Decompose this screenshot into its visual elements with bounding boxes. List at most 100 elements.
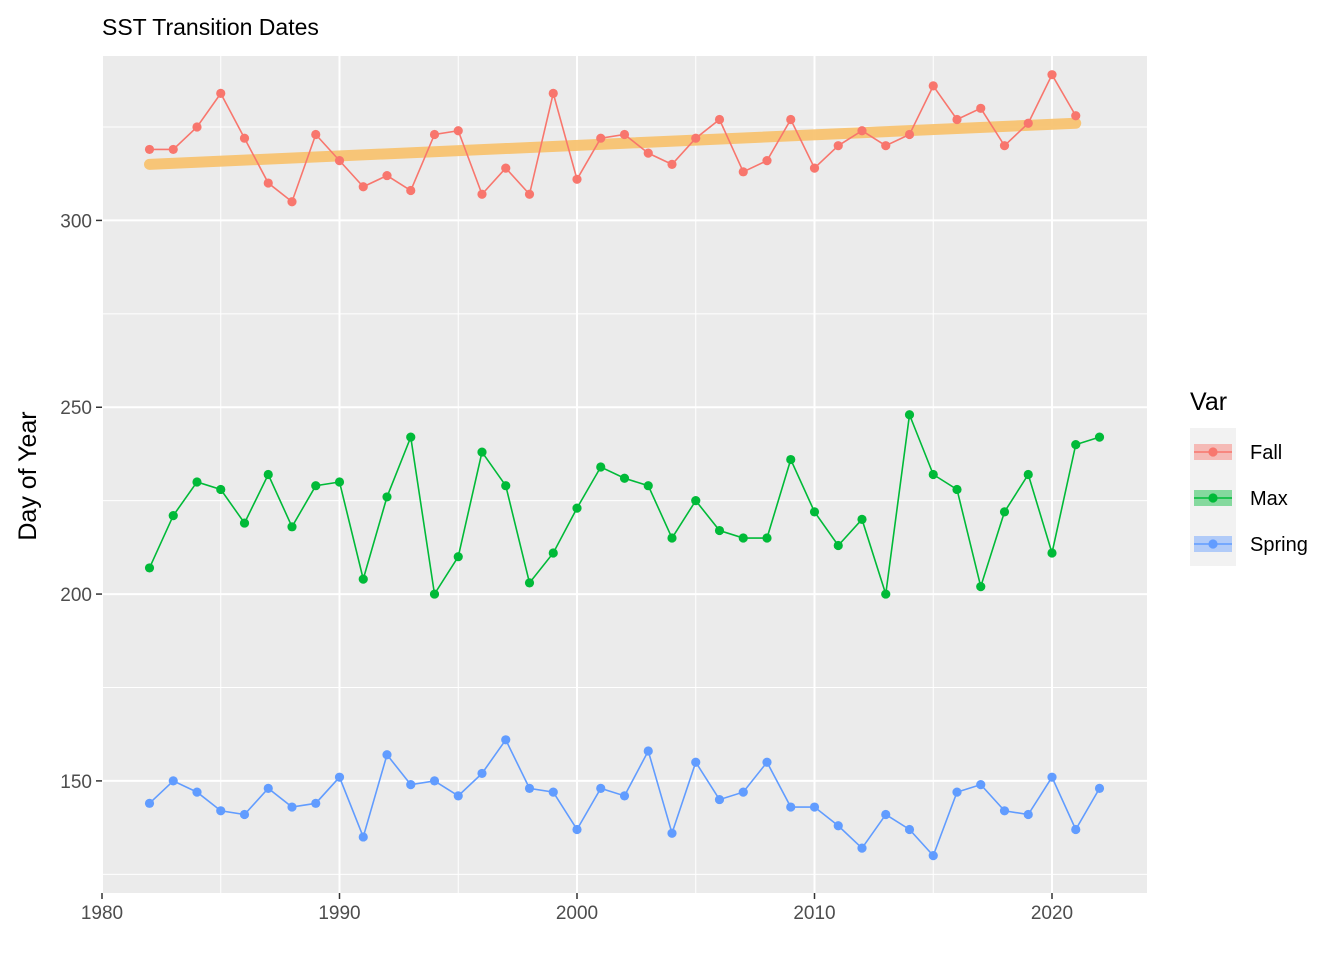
data-point (596, 783, 606, 793)
data-point (667, 159, 677, 169)
data-point (311, 481, 321, 491)
data-point (239, 809, 250, 820)
data-point (833, 540, 843, 551)
data-point (501, 163, 511, 173)
data-point (738, 533, 748, 543)
data-point (548, 548, 558, 558)
legend-label: Fall (1250, 442, 1282, 464)
y-tick-label: 300 (60, 211, 92, 232)
axes: 1980 1990 2000 2010 2020 150 200 250 300 (60, 211, 1073, 924)
data-point (144, 144, 155, 155)
data-point (928, 469, 938, 480)
x-tick-label: 2010 (793, 903, 835, 924)
data-point (429, 589, 440, 599)
data-point (453, 552, 463, 562)
data-point (263, 178, 273, 188)
y-tick-label: 200 (60, 585, 92, 606)
y-tick-label: 250 (60, 398, 92, 419)
data-point (714, 525, 725, 536)
data-point (691, 496, 701, 506)
x-tick-label: 1980 (81, 903, 123, 924)
data-point (168, 776, 178, 786)
data-point (809, 802, 820, 812)
data-point (786, 454, 796, 465)
data-point (1023, 118, 1033, 128)
data-point (643, 481, 653, 491)
data-point (691, 133, 701, 143)
legend-key-fall: Fall (1194, 442, 1282, 464)
data-point (1071, 824, 1081, 835)
data-point (287, 802, 297, 812)
data-point (192, 122, 202, 132)
data-point (952, 114, 962, 125)
data-point (596, 133, 606, 143)
data-point (596, 462, 606, 472)
data-point (453, 126, 463, 136)
data-point (358, 182, 368, 192)
data-point (524, 783, 535, 793)
legend-point (1208, 493, 1218, 503)
legend-label: Spring (1250, 534, 1308, 556)
data-point (738, 167, 748, 177)
data-point (691, 757, 701, 767)
data-point (453, 791, 463, 801)
data-point (334, 772, 345, 782)
legend-label: Max (1250, 488, 1288, 510)
data-point (216, 88, 226, 98)
data-point (904, 410, 915, 420)
data-point (762, 533, 772, 543)
data-point (287, 197, 297, 207)
data-point (857, 126, 867, 136)
data-point (406, 185, 416, 196)
data-point (406, 780, 416, 790)
data-point (643, 746, 653, 756)
legend-key-max: Max (1194, 488, 1288, 510)
data-point (524, 578, 535, 588)
data-point (429, 129, 440, 140)
data-point (382, 750, 392, 760)
data-point (311, 798, 321, 808)
data-point (809, 507, 820, 517)
data-point (619, 791, 630, 801)
data-point (239, 133, 250, 143)
data-point (548, 787, 558, 797)
series-fall (144, 70, 1081, 207)
data-point (477, 189, 487, 199)
data-point (619, 473, 630, 483)
data-point (382, 492, 392, 502)
data-point (952, 484, 962, 495)
data-point (833, 821, 843, 831)
data-point (1071, 440, 1081, 450)
data-point (857, 843, 867, 853)
data-point (667, 533, 677, 543)
data-point (239, 518, 250, 528)
data-point (287, 522, 297, 532)
data-point (192, 787, 202, 797)
data-point (1023, 809, 1033, 820)
data-point (216, 484, 226, 495)
data-point (762, 757, 772, 767)
data-point (738, 787, 748, 797)
data-point (334, 156, 345, 166)
data-point (334, 477, 345, 487)
y-axis-label: Day of Year (14, 411, 42, 540)
data-point (382, 170, 392, 181)
data-point (619, 129, 630, 140)
data-point (406, 432, 416, 442)
data-point (714, 794, 725, 805)
data-point (786, 802, 796, 812)
data-point (311, 129, 321, 140)
data-point (1071, 111, 1081, 121)
trend-line (144, 117, 1082, 170)
data-point (976, 581, 986, 592)
data-point (168, 511, 178, 521)
data-point (904, 129, 915, 140)
data-point (572, 174, 582, 184)
data-point (263, 469, 273, 480)
data-point (168, 144, 178, 155)
data-point (833, 141, 843, 151)
grid (101, 56, 1147, 893)
data-point (928, 81, 938, 91)
data-point (1094, 783, 1105, 793)
